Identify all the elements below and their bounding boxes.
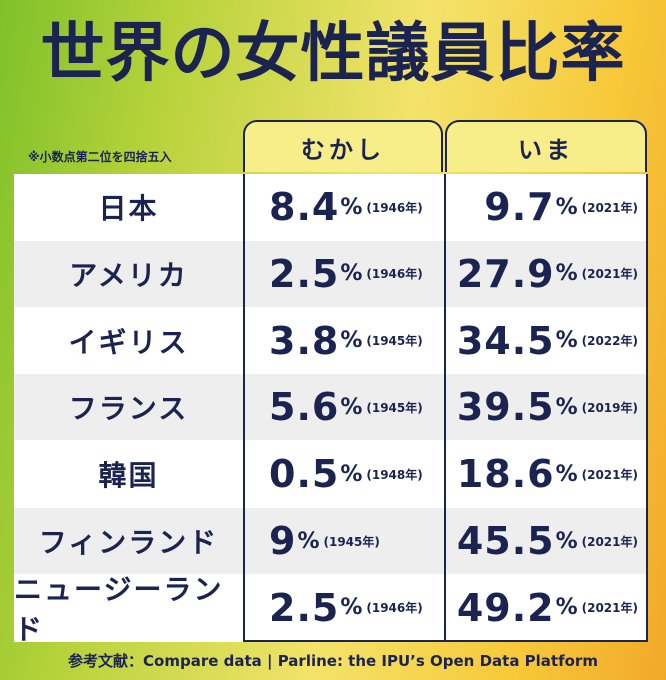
- percent-sign: %: [555, 194, 578, 220]
- country-name: ニュージーランド: [14, 572, 224, 646]
- country-name: フィンランド: [38, 526, 219, 559]
- current-year-label: (2019年): [581, 400, 638, 415]
- past-year-label: (1946年): [366, 200, 423, 215]
- current-ratio-cell: 27.9% (2021年): [444, 241, 644, 307]
- table-row: ニュージーランド 2.5% (1946年) 49.2% (2021年): [14, 572, 648, 646]
- past-ratio-value: 8.4: [269, 185, 340, 229]
- country-name: アメリカ: [69, 258, 188, 292]
- current-year-label: (2021年): [581, 467, 638, 482]
- past-year-label: (1945年): [366, 400, 423, 415]
- past-ratio-value: 2.5: [269, 585, 340, 630]
- past-year-label: (1946年): [366, 601, 423, 616]
- table-row: アメリカ 2.5% (1946年) 27.9% (2021年): [14, 240, 648, 307]
- past-year-label: (1945年): [323, 534, 380, 549]
- current-ratio-cell: 45.5% (2021年): [444, 508, 644, 574]
- column-divider-left: [243, 174, 245, 642]
- past-ratio-value: 5.6: [269, 385, 340, 430]
- percent-sign: %: [340, 595, 363, 621]
- current-year-label: (2021年): [581, 267, 638, 282]
- current-ratio-cell: 49.2% (2021年): [444, 575, 644, 641]
- country-name: 日本: [98, 192, 159, 225]
- data-table: ニュージーランド 2.5% (1946年) 49.2% (2021年) フィンランド 9%(…: [14, 174, 648, 646]
- column-divider-middle: [444, 174, 446, 642]
- past-ratio-value: 9: [269, 519, 297, 563]
- past-year-label: (1948年): [366, 467, 423, 482]
- percent-sign: %: [555, 461, 578, 487]
- current-ratio-cell: 9.7% (2021年): [444, 174, 644, 240]
- past-year-label: (1946年): [366, 267, 423, 282]
- percent-sign: %: [555, 595, 578, 621]
- percent-sign: %: [555, 528, 578, 554]
- past-ratio-cell: 9% (1945年): [269, 508, 449, 574]
- percent-sign: %: [555, 394, 578, 420]
- current-ratio-value: 27.9: [456, 251, 555, 296]
- current-ratio-value: 39.5: [456, 385, 555, 430]
- current-ratio-cell: 18.6% (2021年): [444, 441, 644, 507]
- current-ratio-value: 9.7: [484, 185, 555, 229]
- table-row: 日本 8.4% (1946年) 9.7% (2021年): [14, 174, 648, 240]
- percent-sign: %: [340, 394, 363, 420]
- table-bottom-border: [243, 640, 648, 642]
- country-name: イギリス: [68, 325, 189, 359]
- country-name: 韓国: [98, 459, 159, 493]
- percent-sign: %: [340, 194, 363, 220]
- rounding-note: ※小数点第二位を四捨五入: [28, 150, 172, 164]
- table-row: イギリス 3.8% (1945年) 34.5% (2022年): [14, 308, 648, 374]
- column-divider-right: [646, 174, 648, 642]
- table-row: 韓国 0.5% (1948年) 18.6% (2021年): [14, 441, 648, 507]
- table-row: フィンランド 9% (1945年) 45.5% (2021年): [14, 508, 648, 574]
- past-ratio-cell: 2.5% (1946年): [269, 241, 449, 307]
- percent-sign: %: [297, 528, 320, 554]
- source-citation: 参考文献：Compare data | Parline: the IPU’s O…: [68, 652, 598, 670]
- current-ratio-value: 45.5: [456, 519, 555, 563]
- current-ratio-value: 34.5: [456, 318, 555, 363]
- percent-sign: %: [340, 261, 363, 287]
- current-ratio-cell: 39.5% (2019年): [444, 374, 644, 440]
- past-year-label: (1945年): [366, 334, 423, 349]
- percent-sign: %: [555, 328, 578, 354]
- page-title: 世界の女性議員比率: [40, 16, 626, 91]
- current-ratio-value: 49.2: [456, 585, 555, 630]
- past-ratio-cell: 2.5% (1946年): [269, 575, 449, 641]
- current-year-label: (2022年): [581, 334, 638, 349]
- percent-sign: %: [340, 328, 363, 354]
- past-ratio-cell: 3.8% (1945年): [269, 308, 449, 374]
- country-name: フランス: [68, 392, 189, 426]
- past-ratio-value: 2.5: [269, 251, 340, 296]
- column-header-mukashi: むかし: [243, 120, 443, 172]
- percent-sign: %: [555, 261, 578, 287]
- percent-sign: %: [340, 461, 363, 487]
- past-ratio-cell: 8.4% (1946年): [269, 174, 449, 240]
- current-year-label: (2021年): [581, 534, 638, 549]
- column-header-ima: いま: [445, 120, 647, 172]
- past-ratio-value: 0.5: [269, 452, 340, 497]
- current-year-label: (2021年): [581, 200, 638, 215]
- past-ratio-cell: 5.6% (1945年): [269, 374, 449, 440]
- past-ratio-cell: 0.5% (1948年): [269, 441, 449, 507]
- current-ratio-cell: 34.5% (2022年): [444, 308, 644, 374]
- past-ratio-value: 3.8: [269, 318, 340, 363]
- current-year-label: (2021年): [581, 601, 638, 616]
- table-row: フランス 5.6% (1945年) 39.5% (2019年): [14, 374, 648, 441]
- current-ratio-value: 18.6: [456, 452, 555, 497]
